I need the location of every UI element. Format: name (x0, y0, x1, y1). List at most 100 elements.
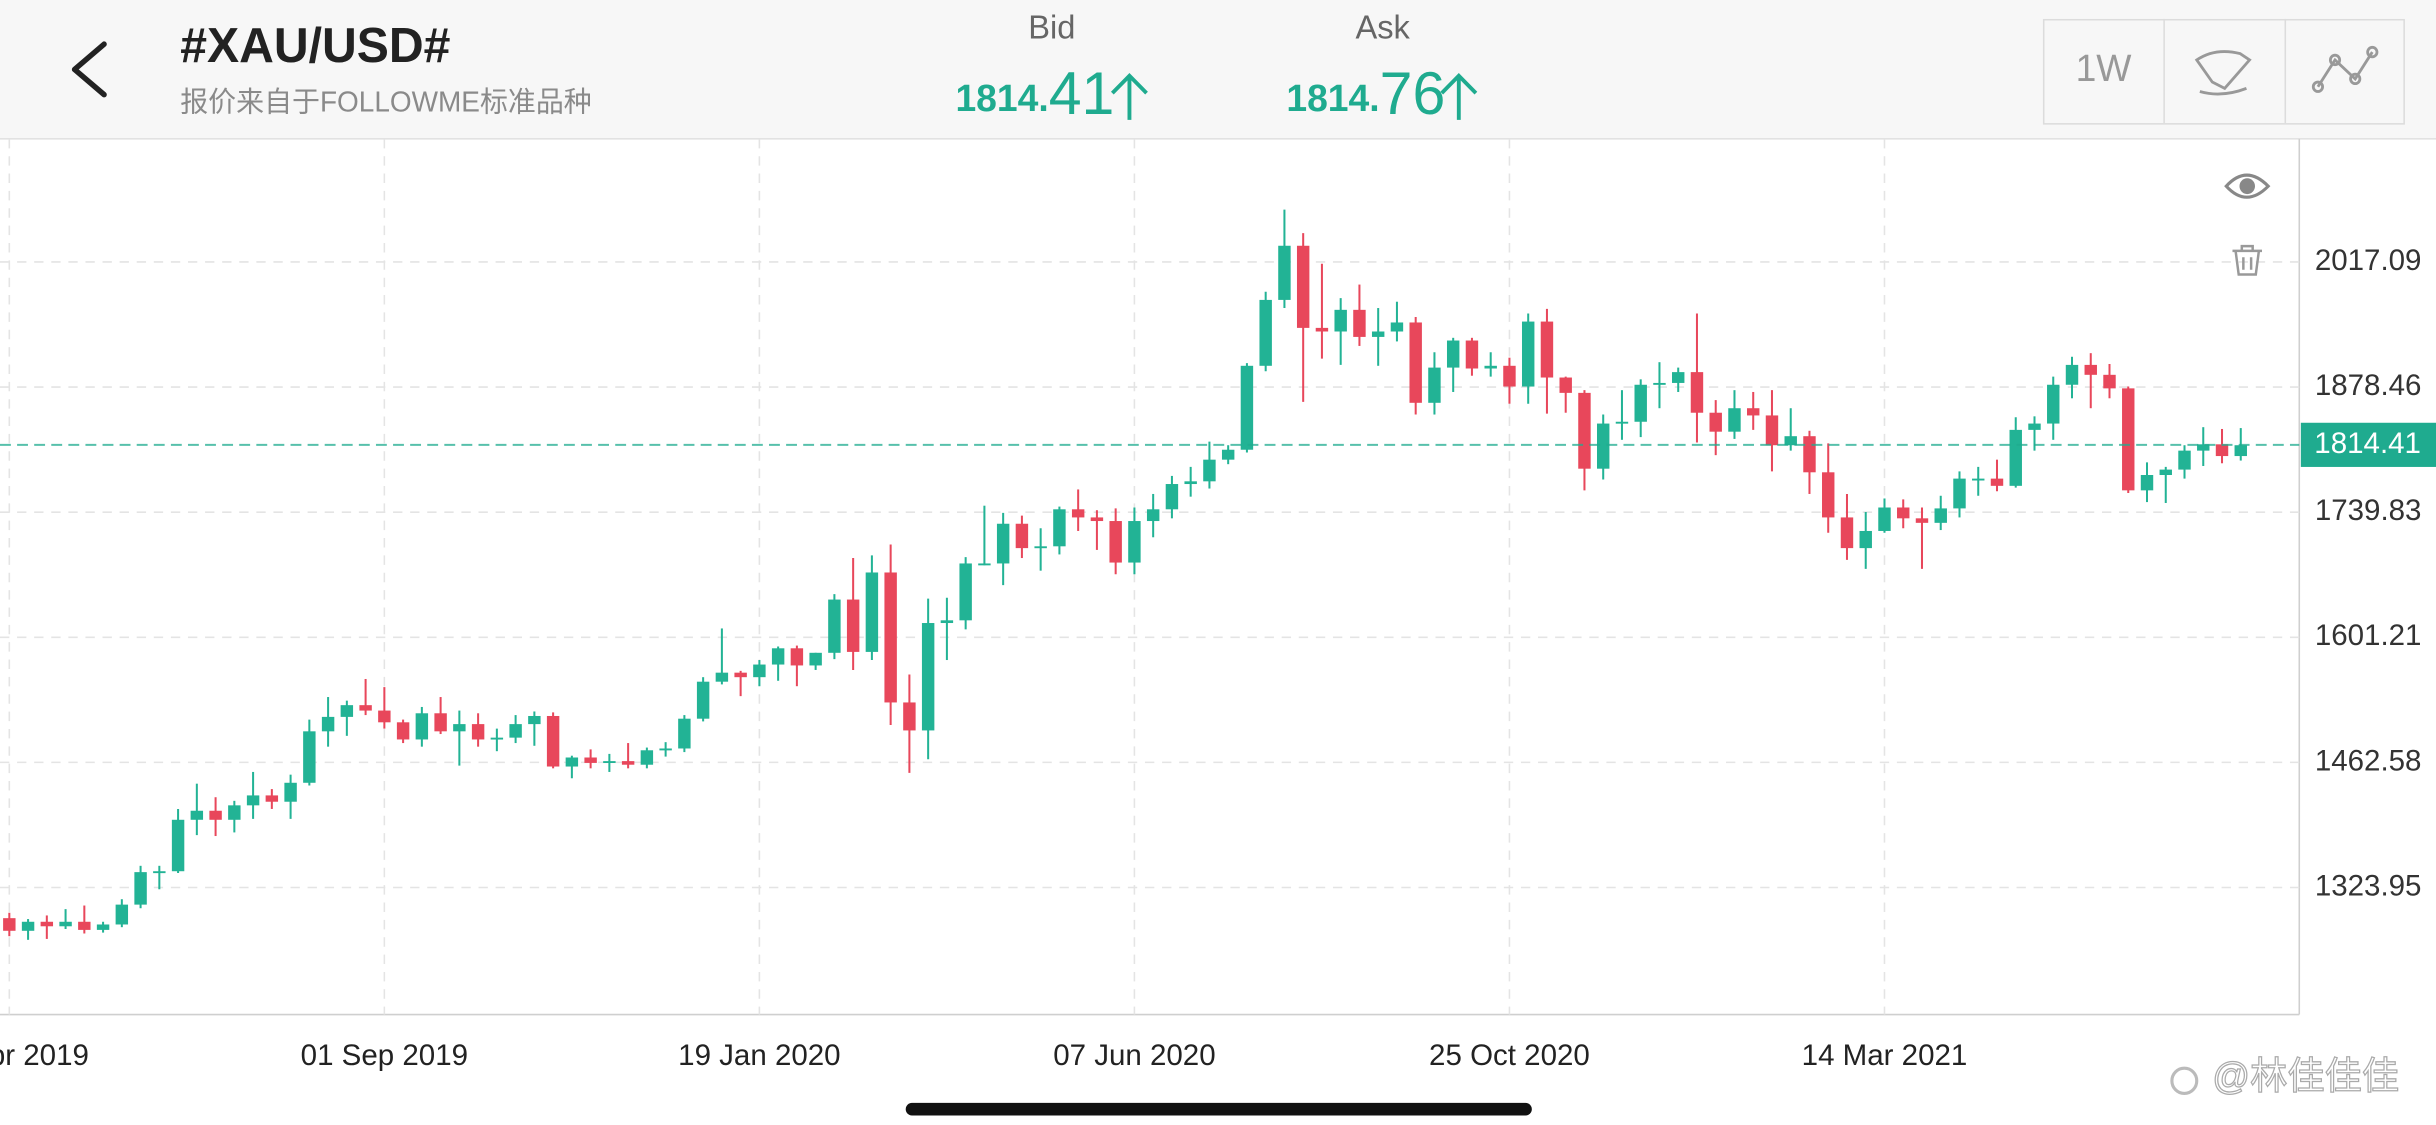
toolbar (2042, 18, 2405, 125)
y-tick-label: 1601.21 (2315, 619, 2422, 652)
ask-label: Ask (1355, 9, 1410, 46)
candle-body (546, 715, 560, 767)
candle-body (2178, 450, 2191, 470)
candle-body (1371, 331, 1385, 337)
candle-body (1503, 365, 1516, 387)
candle-body (584, 757, 597, 763)
candle-body (1109, 521, 1122, 563)
candle-body (453, 724, 466, 732)
axes: 2017.09 1878.46 1739.83 1601.21 1462.58 1323.… (0, 244, 2436, 1072)
candle-body (1615, 421, 1629, 424)
candle-body (884, 572, 897, 703)
watermark: @林佳佳佳 (2212, 1055, 2399, 1097)
candle-body (134, 872, 147, 905)
candle-body (96, 924, 110, 930)
candle-body (1953, 478, 1966, 509)
candle-body (1634, 384, 1647, 422)
candle-body (565, 757, 579, 767)
candle-body (1071, 509, 1085, 518)
candle-body (359, 705, 372, 711)
candle-body (115, 904, 129, 925)
candle-body (228, 805, 241, 820)
candle-body (396, 722, 410, 740)
x-tick-label: 19 Jan 2020 (678, 1039, 840, 1072)
candle-body (434, 713, 447, 732)
candle-body (2065, 364, 2079, 385)
candle-body (828, 599, 841, 653)
candle-body (171, 819, 185, 872)
candle-body (1578, 392, 1591, 469)
candle-body (1259, 299, 1272, 366)
candle-body (321, 716, 335, 732)
candle-body (415, 713, 429, 740)
candle-body (509, 724, 522, 738)
candle-body (1278, 245, 1291, 300)
candle-body (790, 648, 804, 666)
draw-tool-button[interactable] (2194, 50, 2252, 96)
candle-body (1596, 423, 1610, 469)
candle-body (1015, 523, 1029, 549)
x-tick-label: 01 Sep 2019 (301, 1039, 468, 1072)
candle-body (1840, 517, 1854, 549)
candle-body (621, 761, 635, 765)
candle-body (996, 523, 1010, 564)
candle-body (1353, 309, 1366, 337)
candle-body (753, 664, 766, 678)
symbol-title: #XAU/USD# (180, 18, 450, 72)
candle-body (1053, 509, 1066, 547)
candle-body (1822, 472, 1835, 518)
y-tick-label: 1739.83 (2315, 494, 2422, 527)
candle-body (2103, 374, 2116, 389)
bid-label: Bid (1028, 9, 1075, 46)
candle-body (603, 761, 616, 764)
candle-body (1878, 507, 1891, 531)
grid (0, 138, 2300, 1015)
last-price-tag (2300, 422, 2436, 467)
candle-body (1296, 245, 1310, 328)
candle-body (678, 718, 691, 749)
candle-body (1784, 436, 1797, 446)
candle-body (903, 702, 916, 731)
candle-body (153, 871, 166, 874)
x-tick-label: 14 Apr 2019 (0, 1039, 89, 1072)
candle-body (865, 572, 879, 652)
bid-up-arrow (1110, 72, 1148, 120)
candle-body (1465, 340, 1479, 369)
candle-body (1672, 372, 1685, 383)
candle-body (2140, 475, 2154, 491)
ask-up-arrow (1440, 72, 1478, 120)
candle-body (1146, 509, 1160, 522)
bid-price-major: 1814. (955, 77, 1048, 119)
candle-body (921, 623, 935, 731)
candle-body (1090, 517, 1104, 522)
back-button[interactable] (71, 41, 107, 98)
timeframe-button[interactable]: 1W (2076, 47, 2132, 89)
candle-body (940, 620, 954, 624)
visibility-button[interactable] (2224, 173, 2271, 199)
candle-body (2234, 445, 2247, 457)
candle-body (2009, 429, 2022, 486)
candle-body (59, 921, 72, 927)
candle-body (190, 810, 204, 820)
candle-body (340, 705, 354, 717)
indicator-button[interactable] (2311, 45, 2379, 93)
candle-body (378, 710, 391, 723)
candle-body (1990, 478, 2004, 486)
candle-body (2215, 444, 2229, 457)
candle-body (1428, 367, 1441, 403)
bid-price: 1814.41 (955, 59, 1114, 127)
candle-body (2122, 388, 2135, 491)
delete-button[interactable] (2232, 244, 2262, 276)
y-tick-label: 1323.95 (2315, 869, 2422, 902)
candle-body (246, 795, 260, 806)
candle-body (1934, 508, 1947, 523)
candle-body (959, 563, 972, 621)
ask-price-minor: 76 (1380, 59, 1446, 127)
candle-body (809, 652, 822, 666)
candle-body (1128, 521, 1141, 563)
candle-body (659, 748, 672, 751)
x-tick-label: 14 Mar 2021 (1802, 1039, 1968, 1072)
candle-body (1859, 530, 1872, 549)
